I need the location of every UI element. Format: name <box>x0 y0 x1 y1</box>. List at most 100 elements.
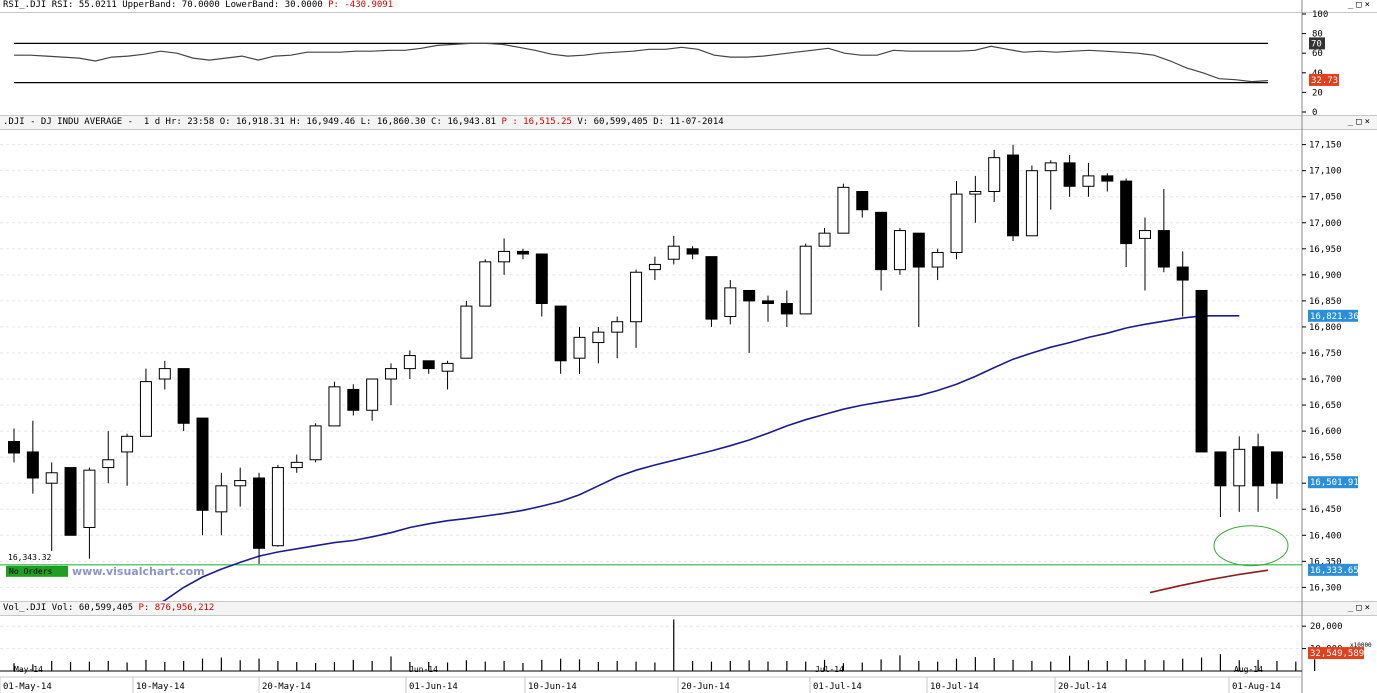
candle-bear <box>705 256 718 320</box>
volume-panel: Vol_.DJI Vol: 60,599,405 P: 876,956,212 … <box>0 601 1377 693</box>
price-tick-label: 16,550 <box>1309 453 1342 463</box>
candle-bear <box>1120 180 1133 245</box>
candle-bear <box>780 302 793 315</box>
candle-bull <box>630 271 643 323</box>
candle-bear <box>1214 451 1227 487</box>
candle-bear <box>177 368 190 424</box>
rsi-upper-tag <box>1309 37 1325 50</box>
x-axis-month-label: Jun-14 <box>409 665 438 674</box>
candle-bull <box>1044 162 1057 172</box>
price-tick-label: 16,600 <box>1309 427 1342 437</box>
price-tick-label: 16,800 <box>1309 323 1342 333</box>
candle-bull <box>1025 170 1038 237</box>
rsi-chart: 100 80 60 40 20 0 70 32.73 <box>14 0 1339 116</box>
x-axis-label: 20-Jul-14 <box>1058 682 1107 692</box>
watermark: www.visualchart.com <box>72 565 205 578</box>
candle-bear <box>1252 446 1265 487</box>
rsi-upper-tag-label: 70 <box>1311 39 1322 49</box>
candle-bear <box>8 441 20 454</box>
price-tick-label: 17,150 <box>1309 141 1342 151</box>
last-price-tag-label: 16,501.91 <box>1310 478 1359 488</box>
price-tick-label: 16,650 <box>1309 401 1342 411</box>
candle-bear <box>912 232 925 268</box>
candle-bear <box>1195 289 1208 453</box>
price-header-suffix: V: 60,599,405 D: 11-07-2014 <box>571 117 724 127</box>
price-tick-label: 16,450 <box>1309 505 1342 515</box>
candle-bull <box>1139 230 1151 239</box>
x-axis-label: 20-May-14 <box>262 682 311 692</box>
x-axis-label: 01-May-14 <box>3 682 52 692</box>
last-price-tag <box>1308 476 1358 489</box>
ma-value-tag-label: 16,821.36 <box>1310 312 1359 322</box>
x-axis-label: 20-Jun-14 <box>681 682 730 692</box>
price-tick-label: 16,750 <box>1309 349 1342 359</box>
candle-bear <box>554 305 567 362</box>
rsi-header-p: P: -430.9091 <box>328 0 394 10</box>
price-header: .DJI - DJ INDU AVERAGE - 1 d Hr: 23:58 O… <box>0 115 1377 130</box>
price-header-p: P : 16,515.25 <box>501 117 572 127</box>
candle-bear <box>856 191 869 211</box>
candle-bull <box>234 480 247 487</box>
rsi-last-tag <box>1309 73 1339 86</box>
candle-bull <box>724 287 737 318</box>
candle-bull <box>215 485 228 513</box>
price-window-controls[interactable]: _□× <box>1347 117 1373 127</box>
candle-bull <box>102 459 115 469</box>
candle-bull <box>1233 448 1246 487</box>
ma-value-tag <box>1308 309 1358 322</box>
candle-bull <box>969 191 982 195</box>
rsi-tick-label: 0 <box>1312 108 1317 116</box>
price-tick-label: 17,050 <box>1309 193 1342 203</box>
moving-average-line <box>158 315 1240 603</box>
x-axis-month-label: Aug-14 <box>1234 665 1263 674</box>
rsi-tick-label: 80 <box>1312 30 1323 40</box>
candle-bull <box>667 245 680 260</box>
candle-bear <box>686 248 699 255</box>
price-tick-label: 16,850 <box>1309 297 1342 307</box>
candle-bull <box>121 435 134 453</box>
candle-bull <box>1082 175 1095 187</box>
candle-bull <box>988 157 1001 193</box>
price-tick-label: 16,700 <box>1309 375 1342 385</box>
candle-bear <box>1101 175 1114 182</box>
candle-bear <box>253 477 266 549</box>
candle-bear <box>875 211 888 271</box>
rsi-panel: RSI_.DJI RSI: 55.0211 UpperBand: 70.0000… <box>0 0 1377 116</box>
candle-bull <box>479 261 492 307</box>
volume-last-tag <box>1308 647 1364 660</box>
candle-bear <box>64 467 77 536</box>
price-tick-label: 16,400 <box>1309 531 1342 541</box>
price-tick-label: 17,000 <box>1309 219 1342 229</box>
candle-bear <box>422 360 435 370</box>
rsi-window-controls[interactable]: _□× <box>1347 0 1373 10</box>
x-axis-label: 10-May-14 <box>136 682 185 692</box>
candle-bear <box>743 289 756 302</box>
candle-bull <box>498 250 511 263</box>
price-tick-label: 16,950 <box>1309 245 1342 255</box>
price-chart[interactable]: 17,150 17,100 17,050 17,000 16,950 16,900 16,8… <box>0 115 1377 603</box>
candle-bull <box>611 321 624 333</box>
candle-bull <box>403 355 416 370</box>
price-tick-label: 16,900 <box>1309 271 1342 281</box>
candle-bear <box>762 300 774 304</box>
rsi-header: RSI_.DJI RSI: 55.0211 UpperBand: 70.0000… <box>0 0 1377 13</box>
highlight-ellipse <box>1213 525 1289 567</box>
candle-bear <box>1007 154 1020 237</box>
x-axis-label: 01-Jun-14 <box>409 682 458 692</box>
no-orders-label: No Orders <box>9 567 53 576</box>
volume-window-controls[interactable]: _□× <box>1347 603 1373 613</box>
price-tick-label: 17,100 <box>1309 167 1342 177</box>
volume-header-text: Vol_.DJI Vol: 60,599,405 <box>3 603 139 613</box>
candle-bull <box>83 469 96 528</box>
candle-bull <box>648 263 661 271</box>
x-axis-label: 01-Jul-14 <box>813 682 862 692</box>
secondary-average-line <box>1149 569 1269 594</box>
rsi-tick-label: 100 <box>1312 10 1328 20</box>
candle-bear <box>1157 230 1170 268</box>
candle-bull <box>45 472 58 484</box>
candle-bear <box>516 250 529 255</box>
price-header-text: .DJI - DJ INDU AVERAGE - 1 d Hr: 23:58 O… <box>3 117 502 127</box>
volume-chart: 20,00010,00032,549,589x1000001-May-1410-… <box>0 601 1372 693</box>
candle-bull <box>573 336 586 359</box>
candle-bear <box>196 417 209 511</box>
